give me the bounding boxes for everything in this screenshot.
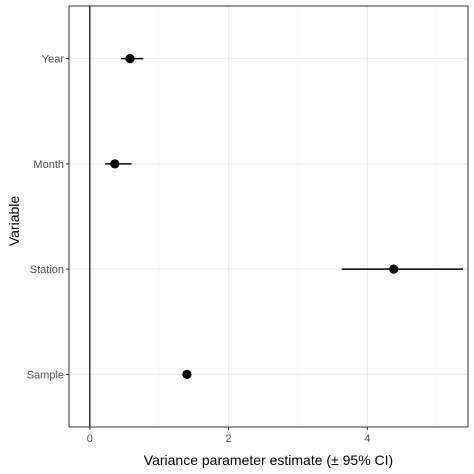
x-tick-label: 2: [226, 433, 232, 445]
estimate-points: [110, 54, 399, 379]
x-tick-label: 4: [364, 433, 370, 445]
estimate-point-station: [389, 264, 399, 274]
estimate-point-year: [125, 54, 135, 64]
y-axis: Year Month Station Sample: [27, 54, 69, 381]
x-axis: 0 2 4: [87, 427, 370, 445]
grid-layer: [69, 6, 468, 427]
x-tick-label: 0: [87, 433, 93, 445]
y-tick-label-sample: Sample: [27, 369, 64, 381]
y-tick-label-year: Year: [42, 54, 65, 66]
y-axis-title: Variable: [6, 196, 22, 247]
estimate-point-month: [110, 159, 120, 169]
estimate-point-sample: [182, 369, 192, 379]
x-axis-title: Variance parameter estimate (± 95% CI): [144, 452, 393, 468]
panel-border: [68, 5, 469, 428]
y-tick-label-month: Month: [33, 159, 64, 171]
y-tick-label-station: Station: [30, 264, 64, 276]
